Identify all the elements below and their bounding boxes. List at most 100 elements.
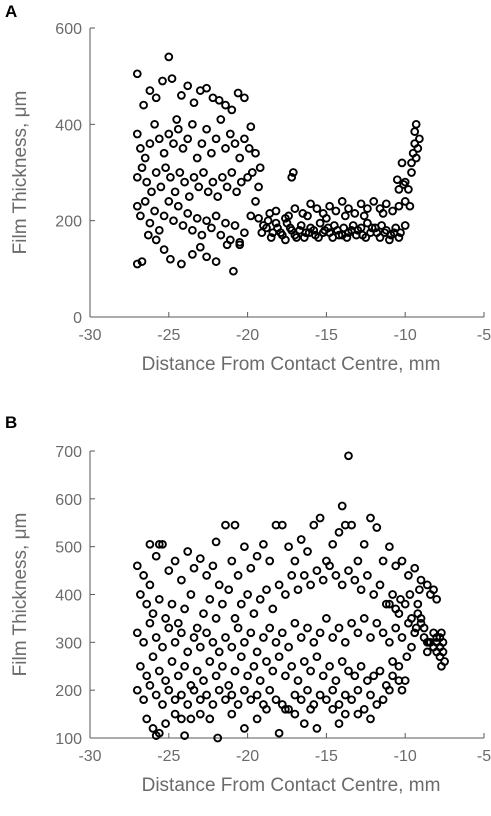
data-point <box>202 216 211 226</box>
data-point <box>391 623 401 633</box>
data-point <box>407 168 416 177</box>
data-point <box>389 228 399 238</box>
x-tick-label: -5 <box>477 327 491 344</box>
data-point <box>183 134 193 144</box>
data-point <box>359 614 369 623</box>
data-point <box>413 144 423 153</box>
data-point <box>145 218 155 228</box>
data-point <box>331 676 341 685</box>
data-point <box>265 685 275 695</box>
data-point <box>139 637 148 647</box>
data-point <box>170 709 180 719</box>
data-point <box>404 185 413 194</box>
data-point <box>167 599 177 609</box>
data-point <box>218 599 227 609</box>
data-point <box>284 542 293 552</box>
data-point <box>227 556 237 566</box>
data-point <box>265 209 275 218</box>
data-point <box>202 124 211 134</box>
data-point <box>385 542 394 552</box>
data-point <box>315 628 325 638</box>
data-point <box>211 211 221 221</box>
data-point <box>438 637 448 647</box>
data-point <box>290 709 300 719</box>
data-point <box>207 148 216 158</box>
data-point <box>139 695 148 705</box>
data-point <box>145 86 155 95</box>
data-point <box>353 628 363 638</box>
data-point <box>303 211 312 221</box>
data-point <box>342 233 352 242</box>
data-point <box>322 614 331 623</box>
series-0 <box>132 451 449 743</box>
series-0 <box>132 52 424 276</box>
data-point <box>405 201 415 211</box>
data-point <box>251 197 260 206</box>
data-point <box>404 618 413 628</box>
data-point <box>139 571 148 580</box>
data-point <box>195 642 205 652</box>
data-point <box>411 119 421 129</box>
data-point <box>274 728 284 738</box>
data-point <box>399 180 408 189</box>
data-point <box>359 211 369 221</box>
data-point <box>375 666 385 676</box>
y-tick-label: 500 <box>55 540 82 557</box>
data-point <box>211 257 221 266</box>
data-point <box>233 88 243 98</box>
data-point <box>281 671 290 681</box>
y-tick-label: 300 <box>55 635 82 652</box>
data-point <box>356 199 366 209</box>
data-point <box>340 709 350 719</box>
data-point <box>183 647 193 657</box>
data-point <box>396 594 405 604</box>
data-point <box>347 225 356 235</box>
data-point <box>194 182 204 192</box>
data-point <box>240 134 249 144</box>
data-point <box>380 228 390 238</box>
x-tick-label: -10 <box>394 748 417 765</box>
data-point <box>243 671 252 681</box>
data-point <box>299 571 309 580</box>
data-point <box>334 527 344 537</box>
data-point <box>410 563 420 573</box>
data-point <box>312 204 322 213</box>
data-point <box>240 228 249 238</box>
data-point <box>274 580 284 590</box>
data-point <box>344 204 353 213</box>
data-point <box>385 685 394 695</box>
data-point <box>356 223 366 233</box>
data-point <box>161 614 170 623</box>
data-point <box>230 221 240 230</box>
data-point <box>235 153 245 163</box>
data-point <box>385 637 394 647</box>
data-point <box>189 98 199 108</box>
data-point <box>211 134 221 144</box>
data-point <box>410 127 420 136</box>
x-tick-label: -20 <box>236 327 259 344</box>
data-point <box>366 714 375 724</box>
data-point <box>211 537 221 547</box>
data-point <box>334 719 344 728</box>
data-point <box>214 685 224 695</box>
data-point <box>416 618 426 628</box>
data-point <box>189 685 199 695</box>
data-point <box>361 233 371 242</box>
data-point <box>202 571 211 580</box>
data-point <box>350 575 360 585</box>
data-point <box>132 201 142 211</box>
data-point <box>137 163 147 173</box>
data-point <box>183 81 193 91</box>
data-point <box>148 724 158 733</box>
data-point <box>154 594 164 604</box>
data-point <box>306 666 315 676</box>
data-point <box>221 100 230 110</box>
data-point <box>385 235 394 245</box>
data-point <box>132 561 142 571</box>
data-point <box>192 623 202 633</box>
data-point <box>227 105 237 115</box>
data-point <box>363 571 372 580</box>
data-point <box>400 197 410 206</box>
data-point <box>164 197 174 206</box>
data-point <box>158 539 167 549</box>
